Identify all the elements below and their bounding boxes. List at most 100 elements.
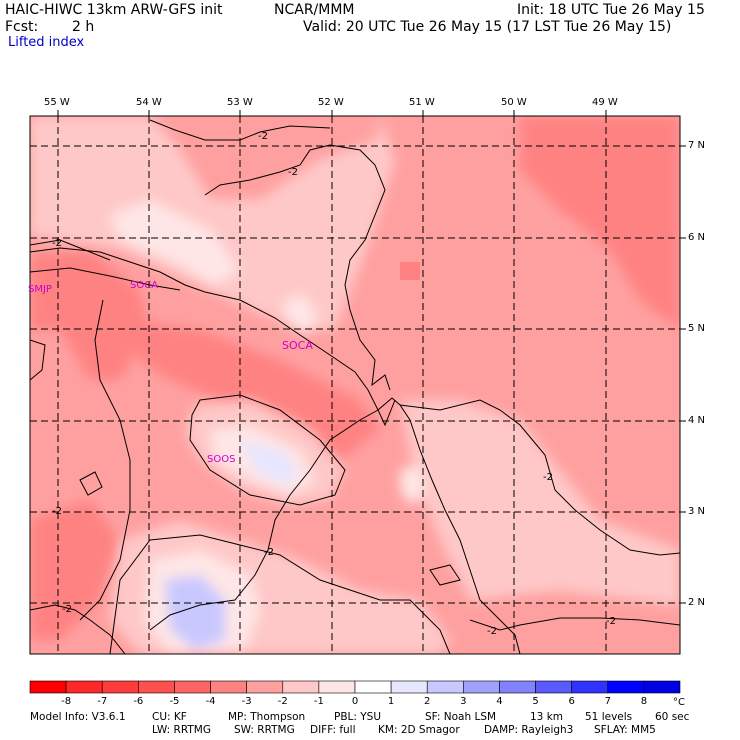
field-region [400,465,425,505]
colorbar-level-label: 6 [568,696,574,707]
contour-label: -2 [264,547,274,558]
colorbar-swatch [101,680,139,694]
station-label: SMJP [28,284,52,295]
coastline-borders [30,247,521,654]
time-step: 60 sec [655,711,690,723]
field-region [150,116,380,200]
colorbar-swatch [29,680,67,694]
colorbar-level-label: 4 [496,696,502,707]
colorbar-swatch [354,680,392,694]
diff-scheme: DIFF: full [310,724,356,736]
lat-label: 4 N [688,415,706,426]
colorbar-swatch [571,680,609,694]
colorbar-level-label: -8 [61,696,71,707]
lat-lon-grid [30,116,680,654]
lat-label: 2 N [688,597,706,608]
model-info: Model Info: V3.6.1 [30,711,126,723]
contour-label: -2 [606,616,616,627]
colorbar-swatch [643,680,681,694]
field-region [30,250,150,380]
contour-lines [30,119,680,654]
contour-label: -2 [258,131,268,142]
colorbar-level-label: -2 [278,696,288,707]
forecast-value: 2 h [72,19,95,35]
field-region [520,116,680,330]
field-region [130,320,380,470]
lon-label: 52 W [318,97,344,108]
colorbar-level-label: 7 [605,696,611,707]
colorbar-swatch [535,680,572,694]
field-name: Lifted index [8,35,85,50]
colorbar-swatch [607,680,645,694]
map-frame [29,115,681,655]
colorbar-swatch [426,680,464,694]
colorbar-swatch [246,680,284,694]
colorbar-level-label: 5 [532,696,538,707]
valid-time: Valid: 20 UTC Tue 26 May 15 (17 LST Tue … [303,19,672,35]
mp-scheme: MP: Thompson [228,711,306,723]
station-label: SOOS [207,454,235,465]
lon-label: 49 W [592,97,618,108]
lon-label: 50 W [501,97,527,108]
vertical-levels: 51 levels [585,711,633,723]
pbl-scheme: PBL: YSU [334,711,382,723]
colorbar-swatch [174,680,211,694]
colorbar-swatch [282,680,320,694]
colorbar-unit: °C [673,697,685,708]
contour-label: -2 [62,604,72,615]
colorbar-swatch [390,680,428,694]
field-region [110,200,240,285]
lon-label: 53 W [227,97,253,108]
colorbar-swatch [463,680,500,694]
contour-label: -2 [487,626,497,637]
colorbar-swatch [65,680,103,694]
colorbar-level-label: 8 [641,696,647,707]
colorbar-swatch [499,680,536,694]
center-name: NCAR/MMM [274,2,355,18]
contour-label: -2 [52,238,62,249]
colorbar-level-label: 0 [352,696,358,707]
lon-label: 55 W [44,97,70,108]
lat-label: 5 N [688,323,706,334]
colorbar-level-label: -1 [314,696,324,707]
colorbar-swatch [318,680,356,694]
lw-scheme: LW: RRTMG [152,724,211,736]
field-region [470,590,680,654]
sf-scheme: SF: Noah LSM [425,711,497,723]
colorbar-level-label: 2 [424,696,430,707]
station-label: SOCA [282,339,313,352]
field-region [285,295,318,335]
colorbar-level-label: -6 [133,696,143,707]
colorbar-level-label: 3 [460,696,466,707]
sw-scheme: SW: RRTMG [234,724,295,736]
lat-label: 3 N [688,506,706,517]
field-patches [246,262,420,384]
colorbar-swatch [210,680,247,694]
forecast-label: Fcst: [5,19,39,35]
lon-ticks [57,110,607,116]
colorbar-level-label: -7 [97,696,107,707]
lon-label: 51 W [409,97,435,108]
lat-label: 7 N [688,140,706,151]
contour-label: -2 [52,506,62,517]
km-scheme: KM: 2D Smagor [378,724,460,736]
lat-label: 6 N [688,232,706,243]
colorbar-level-label: -3 [242,696,252,707]
colorbar-level-label: 1 [388,696,394,707]
station-label: SOCA [130,280,158,291]
lon-label: 54 W [136,97,162,108]
colorbar-swatch [138,680,175,694]
plot-title: HAIC-HIWC 13km ARW-GFS init [5,2,223,18]
damp-scheme: DAMP: Rayleigh3 [484,724,574,736]
colorbar-level-label: -5 [169,696,179,707]
field-region [240,440,300,485]
grid-resolution: 13 km [530,711,564,723]
field-region [400,400,680,654]
colorbar: -8 -7 -6 -5 -4 -3 -2 -1 0 1 2 3 4 5 6 7 8 [29,680,681,707]
contour-label: -2 [543,472,553,483]
init-time: Init: 18 UTC Tue 26 May 15 [517,2,705,18]
field-region [165,575,225,650]
sflay-scheme: SFLAY: MM5 [594,724,656,736]
lat-ticks [680,145,686,604]
